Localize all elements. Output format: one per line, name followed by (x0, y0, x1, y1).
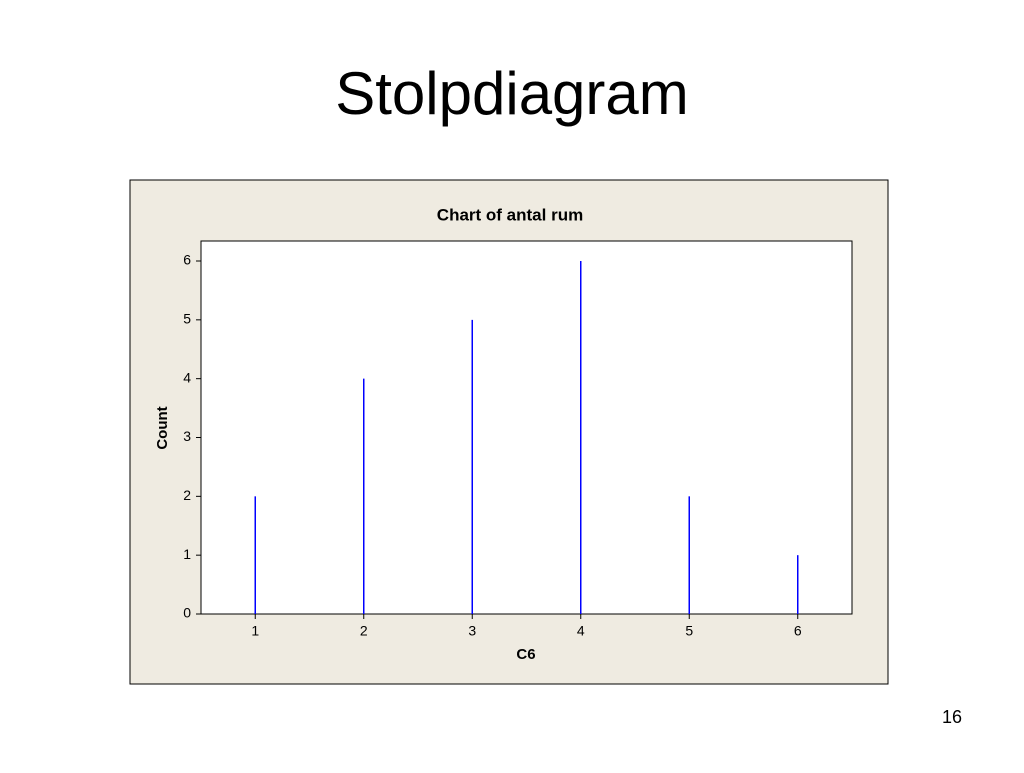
page-number: 16 (942, 707, 962, 727)
x-axis-label: C6 (516, 646, 535, 663)
x-tick-label: 5 (685, 623, 693, 639)
slide-title: Stolpdiagram (335, 60, 689, 127)
x-tick-label: 1 (251, 623, 259, 639)
y-tick-label: 0 (183, 605, 191, 621)
y-tick-label: 3 (183, 428, 191, 444)
x-tick-label: 2 (360, 623, 368, 639)
chart-title: Chart of antal rum (437, 205, 583, 224)
plot-area (200, 240, 853, 615)
y-tick-label: 5 (183, 311, 191, 327)
y-tick-label: 6 (183, 252, 191, 268)
x-tick-label: 6 (794, 623, 802, 639)
y-tick-label: 4 (183, 369, 191, 385)
y-tick-label: 2 (183, 487, 191, 503)
y-axis-label: Count (154, 406, 171, 449)
y-tick-label: 1 (183, 546, 191, 562)
x-tick-label: 3 (468, 623, 476, 639)
x-tick-label: 4 (577, 623, 585, 639)
